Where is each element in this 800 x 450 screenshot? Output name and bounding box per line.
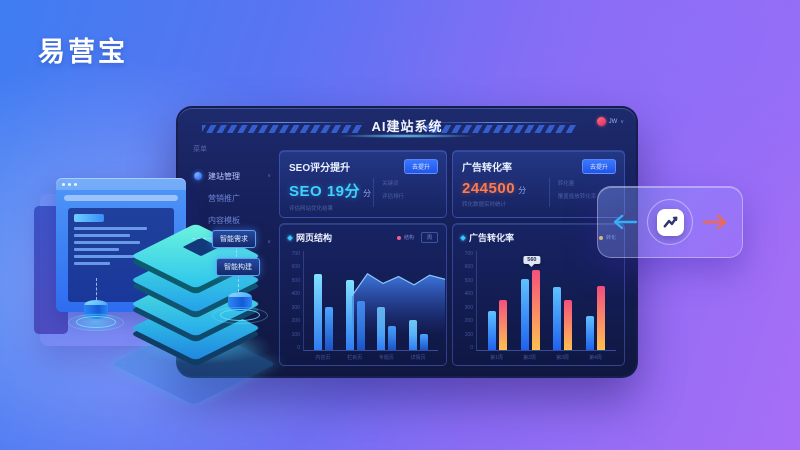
user-name: JW	[608, 118, 618, 125]
card-subtitle: 评估网站优化结果	[289, 206, 334, 212]
stat-card-seo: SEO评分提升 去提升 SEO 19分 分 评估网站优化结果 关键词 评估排行	[279, 150, 447, 218]
header-decor-line-left	[198, 122, 368, 123]
chart-title: 广告转化率	[469, 233, 515, 243]
side-panel	[34, 206, 68, 334]
bar-转化量-第1周	[498, 300, 507, 350]
seo-improve-button[interactable]: 去提升	[403, 159, 438, 174]
bar-展示量-第2周	[520, 278, 529, 350]
sidebar-item-site-manage[interactable]: 建站管理 ∨	[193, 165, 277, 187]
browser-content	[68, 208, 174, 302]
card-title: SEO评分提升	[289, 163, 351, 174]
x-axis-labels: 第1周 第2周 第3周 第4周	[490, 355, 602, 361]
bar-子结构-内容页	[325, 307, 334, 350]
plot-area	[303, 251, 445, 351]
database-cylinder-left	[84, 300, 108, 319]
seo-score-value: SEO 19分	[289, 183, 361, 200]
seo-score-unit: 分	[363, 189, 372, 198]
sidebar-item-label: 建站管理	[208, 171, 240, 181]
y-axis: 700 600 500 400 300 200 100 0	[291, 251, 300, 351]
bar-转化量-第3周	[564, 300, 573, 350]
dashboard-body: 菜单 建站管理 ∨ 营销推广 内容模板 产品服务 ∨	[187, 140, 625, 366]
plot-area: 560	[476, 251, 616, 351]
content-block-decor	[74, 214, 104, 222]
sidebar: 菜单 建站管理 ∨ 营销推广 内容模板 产品服务 ∨	[187, 140, 279, 366]
stat-card-ads: 广告转化率 去提升 244500 分 转化数据实时统计 转化量 覆盖投放转化率	[452, 150, 625, 218]
chevron-down-icon: ∨	[267, 173, 271, 179]
y-axis: 700 600 500 400 300 200 100 0	[464, 251, 473, 351]
meta-line: 评估排行	[381, 194, 404, 200]
legend-dot-icon	[598, 235, 603, 240]
chevron-down-icon: ∨	[267, 239, 271, 245]
bar-展示量-第4周	[586, 315, 595, 350]
sidebar-item-label: 产品服务	[208, 237, 240, 247]
window-dot-icon	[62, 182, 65, 186]
meta-line: 转化量	[557, 181, 575, 187]
legend-dot-icon	[396, 235, 401, 240]
address-bar-decor	[64, 195, 178, 201]
sidebar-item-marketing[interactable]: 营销推广	[193, 187, 277, 209]
next-arrow-button[interactable]	[702, 214, 728, 230]
dashboard-window: AI建站系统 JW ∨ 菜单 建站管理 ∨ 营销推广	[176, 106, 638, 378]
meta-line: 关键词	[381, 181, 399, 187]
chevron-down-icon: ∨	[620, 118, 624, 125]
menu-dot-icon	[194, 172, 202, 180]
carousel-nav-card	[597, 186, 743, 258]
report-button[interactable]	[647, 199, 693, 245]
user-avatar	[596, 117, 606, 126]
dashboard-header: AI建站系统 JW ∨	[178, 108, 636, 138]
bar-转化量-第4周	[597, 285, 606, 350]
chart-document-icon	[656, 208, 684, 236]
prev-arrow-button[interactable]	[612, 214, 638, 230]
bar-groups	[477, 251, 616, 350]
sidebar-item-templates[interactable]: 内容模板	[193, 209, 277, 231]
glass-panel	[40, 194, 182, 346]
range-selector[interactable]: 周	[420, 232, 438, 243]
diamond-bullet-icon	[287, 234, 293, 241]
chart-title: 网页结构	[296, 233, 333, 243]
window-dot-icon	[68, 182, 71, 186]
bar-展示量-第3周	[553, 287, 562, 350]
window-dot-icon	[74, 182, 77, 186]
sidebar-item-label: 营销推广	[208, 193, 240, 203]
bar-转化量-第2周	[531, 270, 540, 350]
dashboard-title: AI建站系统	[371, 119, 443, 134]
sidebar-item-label: 内容模板	[208, 215, 240, 225]
diamond-bullet-icon	[460, 234, 466, 241]
card-subtitle: 转化数据实时统计	[462, 202, 507, 208]
main-content: SEO评分提升 去提升 SEO 19分 分 评估网站优化结果 关键词 评估排行 …	[279, 140, 625, 366]
meta-line: 覆盖投放转化率	[557, 194, 597, 200]
bar-主结构-栏目页	[345, 280, 354, 350]
arrow-right-icon	[702, 214, 727, 230]
chart-card-structure: 网页结构 结构 周 700 600 500 400 300 200 100 0	[279, 223, 447, 366]
header-decor-stripes-right	[426, 125, 576, 133]
sidebar-header: 菜单	[193, 146, 207, 153]
brand-logo: 易营宝	[38, 37, 128, 67]
legend-label: 结构	[403, 235, 414, 241]
user-menu[interactable]: JW ∨	[596, 117, 624, 126]
bar-展示量-第1周	[487, 311, 496, 350]
bar-主结构-内容页	[314, 274, 323, 350]
title-glow-decor	[337, 134, 477, 138]
browser-window-illustration	[56, 178, 186, 312]
x-axis-labels: 内容页 栏目页 专题页 详情页	[315, 355, 426, 361]
ads-score-value: 244500	[462, 180, 516, 197]
chart-tooltip: 560	[523, 256, 541, 264]
sidebar-item-products[interactable]: 产品服务 ∨	[193, 231, 277, 253]
card-meta: 关键词 评估排行	[372, 178, 404, 207]
browser-titlebar	[56, 178, 186, 190]
legend-label: 转化	[606, 234, 616, 241]
header-decor-line-right	[420, 122, 580, 123]
header-decor-stripes-left	[202, 125, 362, 133]
ads-improve-button[interactable]: 去提升	[581, 159, 616, 174]
card-meta: 转化量 覆盖投放转化率	[548, 178, 597, 207]
card-title: 广告转化率	[462, 163, 512, 174]
arrow-left-icon	[613, 214, 638, 230]
ads-score-unit: 分	[518, 186, 527, 195]
